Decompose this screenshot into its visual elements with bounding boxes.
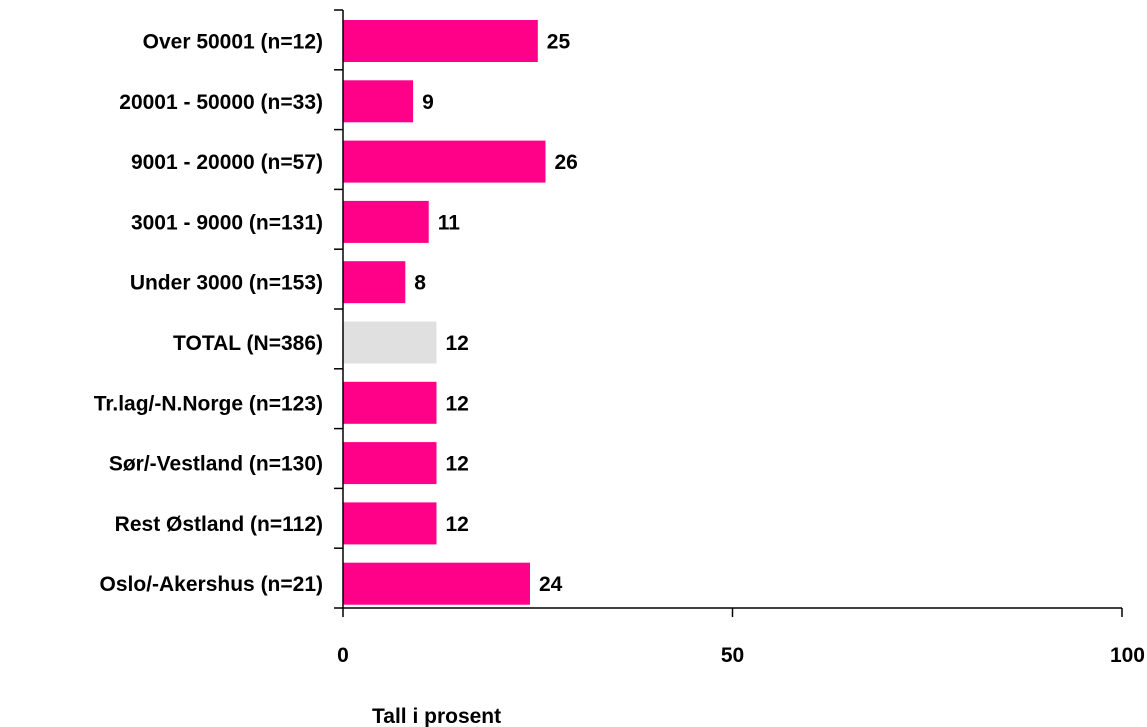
labels-layer: Over 50001 (n=12) 25 20001 - 50000 (n=33) 9…: [94, 31, 1145, 668]
bar-8: [343, 502, 437, 545]
category-label-3: 3001 - 9000 (n=131): [131, 211, 323, 234]
bar-6: [343, 381, 437, 424]
bar-4: [343, 261, 406, 304]
category-label-6: Tr.lag/-N.Norge (n=123): [94, 392, 323, 415]
category-label-5: TOTAL (N=386): [173, 332, 323, 355]
x-tick-label-0: 0: [337, 644, 349, 667]
x-axis-title: Tall i prosent: [372, 705, 501, 727]
value-label-4: 8: [414, 272, 426, 295]
value-label-2: 26: [555, 151, 578, 174]
value-label-7: 12: [446, 453, 469, 476]
value-label-9: 24: [539, 573, 563, 596]
value-label-8: 12: [446, 513, 469, 536]
value-label-6: 12: [446, 392, 469, 415]
value-label-5: 12: [446, 332, 469, 355]
bar-9: [343, 562, 530, 605]
category-label-0: Over 50001 (n=12): [143, 31, 323, 54]
value-label-3: 11: [438, 211, 461, 234]
category-label-8: Rest Østland (n=112): [115, 513, 323, 536]
x-tick-label-2: 100: [1110, 644, 1145, 667]
category-label-7: Sør/-Vestland (n=130): [109, 453, 323, 476]
bar-7: [343, 442, 437, 485]
category-label-9: Oslo/-Akershus (n=21): [100, 573, 323, 596]
bar-5: [343, 321, 437, 364]
bar-0: [343, 20, 538, 62]
x-tick-label-1: 50: [721, 644, 744, 667]
category-label-4: Under 3000 (n=153): [130, 272, 323, 295]
value-label-0: 25: [547, 31, 571, 54]
bar-1: [343, 80, 414, 123]
bars-layer: [343, 20, 546, 605]
category-label-2: 9001 - 20000 (n=57): [131, 151, 323, 174]
axis-layer: [334, 9, 1123, 617]
category-label-1: 20001 - 50000 (n=33): [119, 91, 323, 114]
value-label-1: 9: [422, 91, 434, 114]
bar-3: [343, 200, 429, 243]
bar-2: [343, 140, 546, 183]
